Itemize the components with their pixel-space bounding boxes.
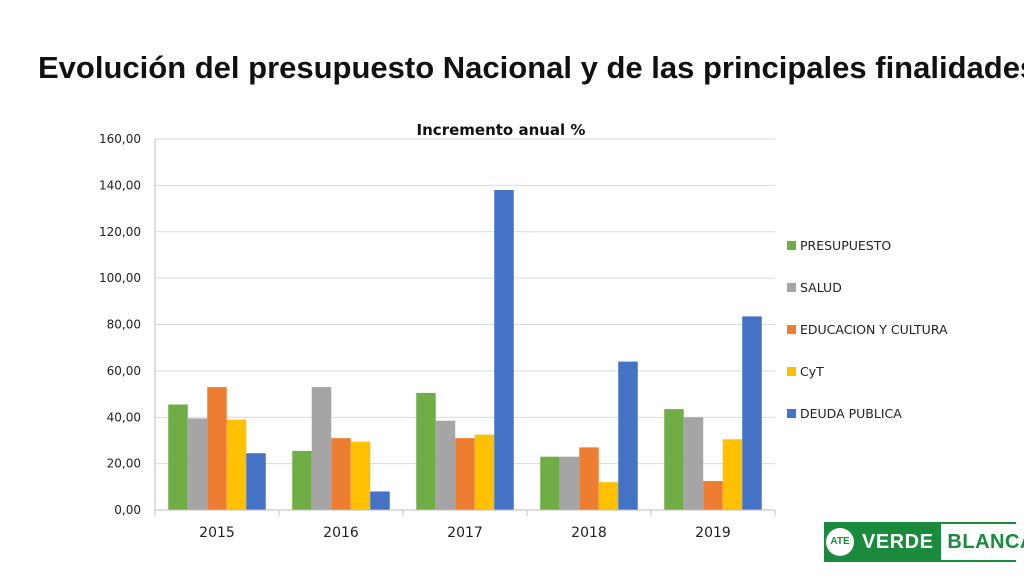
bar-presupuesto-2018 <box>540 456 560 510</box>
bar-salud-2015 <box>187 418 208 510</box>
bar-deuda-publica-2016 <box>370 491 390 510</box>
bar-salud-2016 <box>311 387 332 510</box>
ate-badge-icon: ATE <box>826 524 854 560</box>
bar-educacion-y-cultura-2019 <box>703 481 723 510</box>
bar-salud-2019 <box>683 417 704 510</box>
x-tick-label: 2017 <box>447 525 483 541</box>
bars <box>168 190 762 510</box>
bar-cyt-2017 <box>474 434 495 510</box>
y-tick-label: 140,00 <box>99 178 141 192</box>
bar-salud-2017 <box>435 420 456 510</box>
bar-salud-2018 <box>559 456 580 510</box>
bar-cyt-2016 <box>350 441 371 510</box>
slide-title: Evolución del presupuesto Nacional y de … <box>38 50 1024 85</box>
bar-cyt-2018 <box>598 482 619 510</box>
x-tick-label: 2019 <box>695 525 731 541</box>
x-axis: 2015 2016 2017 2018 2019 <box>154 509 776 541</box>
legend-swatch <box>787 241 796 250</box>
y-tick-label: 60,00 <box>107 364 141 378</box>
y-tick-label: 40,00 <box>107 410 141 424</box>
legend-swatch <box>787 409 796 418</box>
bar-presupuesto-2016 <box>292 450 312 510</box>
logo-badge-text: ATE <box>826 528 854 556</box>
bar-cyt-2019 <box>722 439 743 510</box>
x-tick-label: 2016 <box>323 525 359 541</box>
bar-educacion-y-cultura-2017 <box>455 438 475 510</box>
bar-deuda-publica-2015 <box>246 453 266 510</box>
legend: PRESUPUESTO SALUD EDUCACION Y CULTURA CyT DE… <box>787 238 948 421</box>
y-tick-label: 0,00 <box>114 503 141 517</box>
bar-deuda-publica-2017 <box>494 190 514 510</box>
x-tick-label: 2015 <box>199 525 235 541</box>
y-axis: 0,00 20,00 40,00 60,00 80,00 100,00 120,00 140,… <box>99 132 141 517</box>
legend-swatch <box>787 283 796 292</box>
legend-label: CyT <box>800 364 824 379</box>
legend-label: EDUCACION Y CULTURA <box>800 322 948 337</box>
legend-label: SALUD <box>800 280 842 295</box>
legend-swatch <box>787 367 796 376</box>
bar-cyt-2015 <box>226 419 247 510</box>
bar-educacion-y-cultura-2018 <box>579 447 599 510</box>
y-tick-label: 100,00 <box>99 271 141 285</box>
y-tick-label: 20,00 <box>107 457 141 471</box>
bar-deuda-publica-2018 <box>618 361 638 510</box>
y-tick-label: 160,00 <box>99 132 141 146</box>
legend-swatch <box>787 325 796 334</box>
bar-presupuesto-2019 <box>664 409 684 510</box>
logo-word-verde: VERDE <box>854 524 942 560</box>
logo-word-blanca: BLANCA <box>941 524 1024 560</box>
bar-educacion-y-cultura-2016 <box>331 438 351 510</box>
legend-label: DEUDA PUBLICA <box>800 406 902 421</box>
bar-presupuesto-2015 <box>168 404 188 510</box>
y-tick-label: 80,00 <box>107 318 141 332</box>
ate-verde-blanca-logo: ATE VERDE BLANCA <box>824 522 1024 562</box>
chart-title: Incremento anual % <box>417 121 586 139</box>
bar-educacion-y-cultura-2015 <box>207 387 227 510</box>
x-tick-label: 2018 <box>571 525 607 541</box>
legend-label: PRESUPUESTO <box>800 238 891 253</box>
y-tick-label: 120,00 <box>99 225 141 239</box>
bar-presupuesto-2017 <box>416 392 436 510</box>
bar-deuda-publica-2019 <box>742 316 762 510</box>
